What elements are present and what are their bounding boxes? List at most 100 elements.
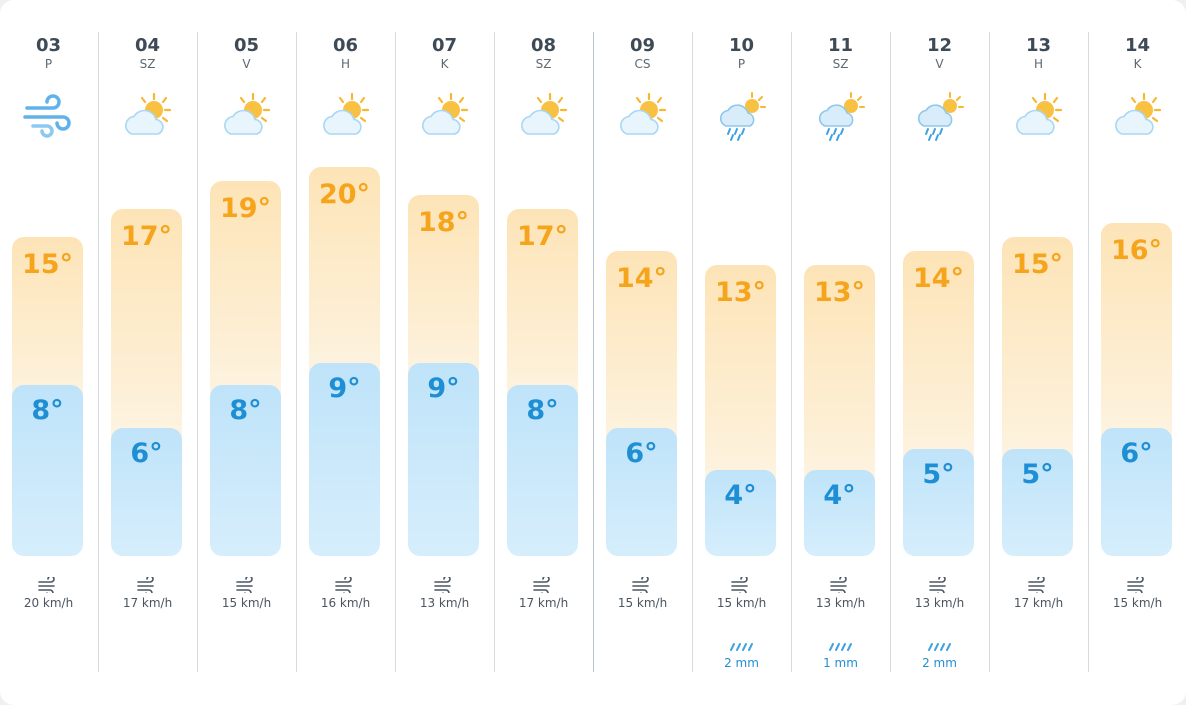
wind-speed: 17 km/h xyxy=(518,596,569,610)
day-date: 09 xyxy=(629,35,656,56)
low-temp-bar: 5° xyxy=(903,449,974,556)
rain-amount: 2 mm xyxy=(724,656,759,670)
column-separator xyxy=(791,32,792,672)
day-column[interactable]: 05 V 19° 8° 15 km/h xyxy=(197,32,296,672)
day-date: 12 xyxy=(926,35,953,56)
wind-icon xyxy=(334,575,356,597)
rain-amount: 2 mm xyxy=(922,656,957,670)
wind-speed: 15 km/h xyxy=(617,596,668,610)
day-column[interactable]: 03 P 15° 8° 20 km/h xyxy=(0,32,98,672)
day-date: 03 xyxy=(35,35,62,56)
wind-icon xyxy=(235,575,257,597)
sun-rain-icon xyxy=(914,90,966,142)
day-weekday: P xyxy=(737,57,746,71)
day-weekday: K xyxy=(1133,57,1142,71)
low-temp-bar: 9° xyxy=(408,363,479,556)
column-separator xyxy=(1088,32,1089,672)
day-date: 07 xyxy=(431,35,458,56)
rain-icon xyxy=(729,637,753,651)
high-temp-label: 18° xyxy=(417,207,470,238)
column-separator xyxy=(197,32,198,672)
high-temp-label: 17° xyxy=(120,221,173,252)
low-temp-bar: 8° xyxy=(507,384,578,556)
wind-speed: 15 km/h xyxy=(1112,596,1163,610)
high-temp-label: 19° xyxy=(219,193,272,224)
low-temp-label: 8° xyxy=(526,394,559,426)
sun-cloud-icon xyxy=(320,90,372,142)
day-date: 05 xyxy=(233,35,260,56)
day-weekday: SZ xyxy=(832,57,849,71)
wind-speed: 13 km/h xyxy=(419,596,470,610)
day-weekday: SZ xyxy=(139,57,156,71)
wind-icon xyxy=(37,575,59,597)
day-weekday: V xyxy=(242,57,251,71)
low-temp-bar: 8° xyxy=(12,384,83,556)
day-date: 14 xyxy=(1124,35,1151,56)
low-temp-bar: 6° xyxy=(606,427,677,556)
day-column[interactable]: 07 K 18° 9° 13 km/h xyxy=(395,32,494,672)
day-column[interactable]: 06 H 20° 9° 16 km/h xyxy=(296,32,395,672)
day-column[interactable]: 10 P 13° 4° xyxy=(692,32,791,672)
low-temp-label: 6° xyxy=(625,437,658,469)
high-temp-label: 17° xyxy=(516,221,569,252)
sun-cloud-icon xyxy=(617,90,669,142)
rain-amount: 1 mm xyxy=(823,656,858,670)
sun-cloud-icon xyxy=(1013,90,1065,142)
wind-icon xyxy=(928,575,950,597)
low-temp-label: 5° xyxy=(1021,459,1054,490)
day-column[interactable]: 09 CS 14° 6° 15 km/h xyxy=(593,32,692,672)
sun-rain-icon xyxy=(716,90,768,142)
low-temp-bar: 8° xyxy=(210,384,281,556)
day-weekday: K xyxy=(440,57,449,71)
wind-speed: 16 km/h xyxy=(320,596,371,610)
wind-speed: 17 km/h xyxy=(1013,596,1064,610)
wind-icon xyxy=(631,575,653,597)
sun-cloud-icon xyxy=(419,90,471,142)
day-column[interactable]: 04 SZ 17° 6° 17 km/h xyxy=(98,32,197,672)
sun-cloud-icon xyxy=(122,90,174,142)
day-date: 10 xyxy=(728,35,755,56)
wind-speed: 13 km/h xyxy=(914,596,965,610)
sun-cloud-icon xyxy=(1112,90,1164,142)
day-column[interactable]: 08 SZ 17° 8° 17 km/h xyxy=(494,32,593,672)
day-weekday: H xyxy=(340,57,351,71)
wind-icon xyxy=(23,90,75,142)
wind-icon xyxy=(730,575,752,597)
wind-speed: 15 km/h xyxy=(221,596,272,610)
low-temp-label: 8° xyxy=(229,394,262,426)
rain-icon xyxy=(927,637,951,651)
low-temp-label: 8° xyxy=(31,394,64,426)
low-temp-label: 4° xyxy=(724,480,757,512)
low-temp-label: 6° xyxy=(130,437,163,469)
sun-cloud-icon xyxy=(221,90,273,142)
column-separator xyxy=(98,32,99,672)
sun-rain-icon xyxy=(815,90,867,142)
day-column[interactable]: 14 K 16° 6° 15 km/h xyxy=(1088,32,1186,672)
column-separator xyxy=(494,32,495,672)
day-column[interactable]: 13 H 15° 5° 17 km/h xyxy=(989,32,1088,672)
low-temp-bar: 5° xyxy=(1002,449,1073,556)
low-temp-bar: 6° xyxy=(1101,427,1172,556)
column-separator xyxy=(989,32,990,672)
day-date: 08 xyxy=(530,35,557,56)
wind-icon xyxy=(433,575,455,597)
wind-icon xyxy=(136,575,158,597)
high-temp-label: 14° xyxy=(912,263,965,294)
day-weekday: H xyxy=(1033,57,1044,71)
high-temp-label: 15° xyxy=(21,249,74,280)
column-separator xyxy=(890,32,891,672)
low-temp-label: 5° xyxy=(922,459,955,490)
high-temp-label: 16° xyxy=(1110,235,1163,266)
low-temp-bar: 9° xyxy=(309,363,380,556)
wind-speed: 20 km/h xyxy=(23,596,74,610)
day-weekday: CS xyxy=(634,57,651,71)
column-separator xyxy=(593,32,594,672)
high-temp-label: 15° xyxy=(1011,249,1064,280)
wind-speed: 17 km/h xyxy=(122,596,173,610)
high-temp-label: 13° xyxy=(714,277,767,308)
high-temp-label: 14° xyxy=(615,263,668,294)
day-column[interactable]: 11 SZ 13° 4° xyxy=(791,32,890,672)
day-column[interactable]: 12 V 14° 5° xyxy=(890,32,989,672)
wind-icon xyxy=(1126,575,1148,597)
